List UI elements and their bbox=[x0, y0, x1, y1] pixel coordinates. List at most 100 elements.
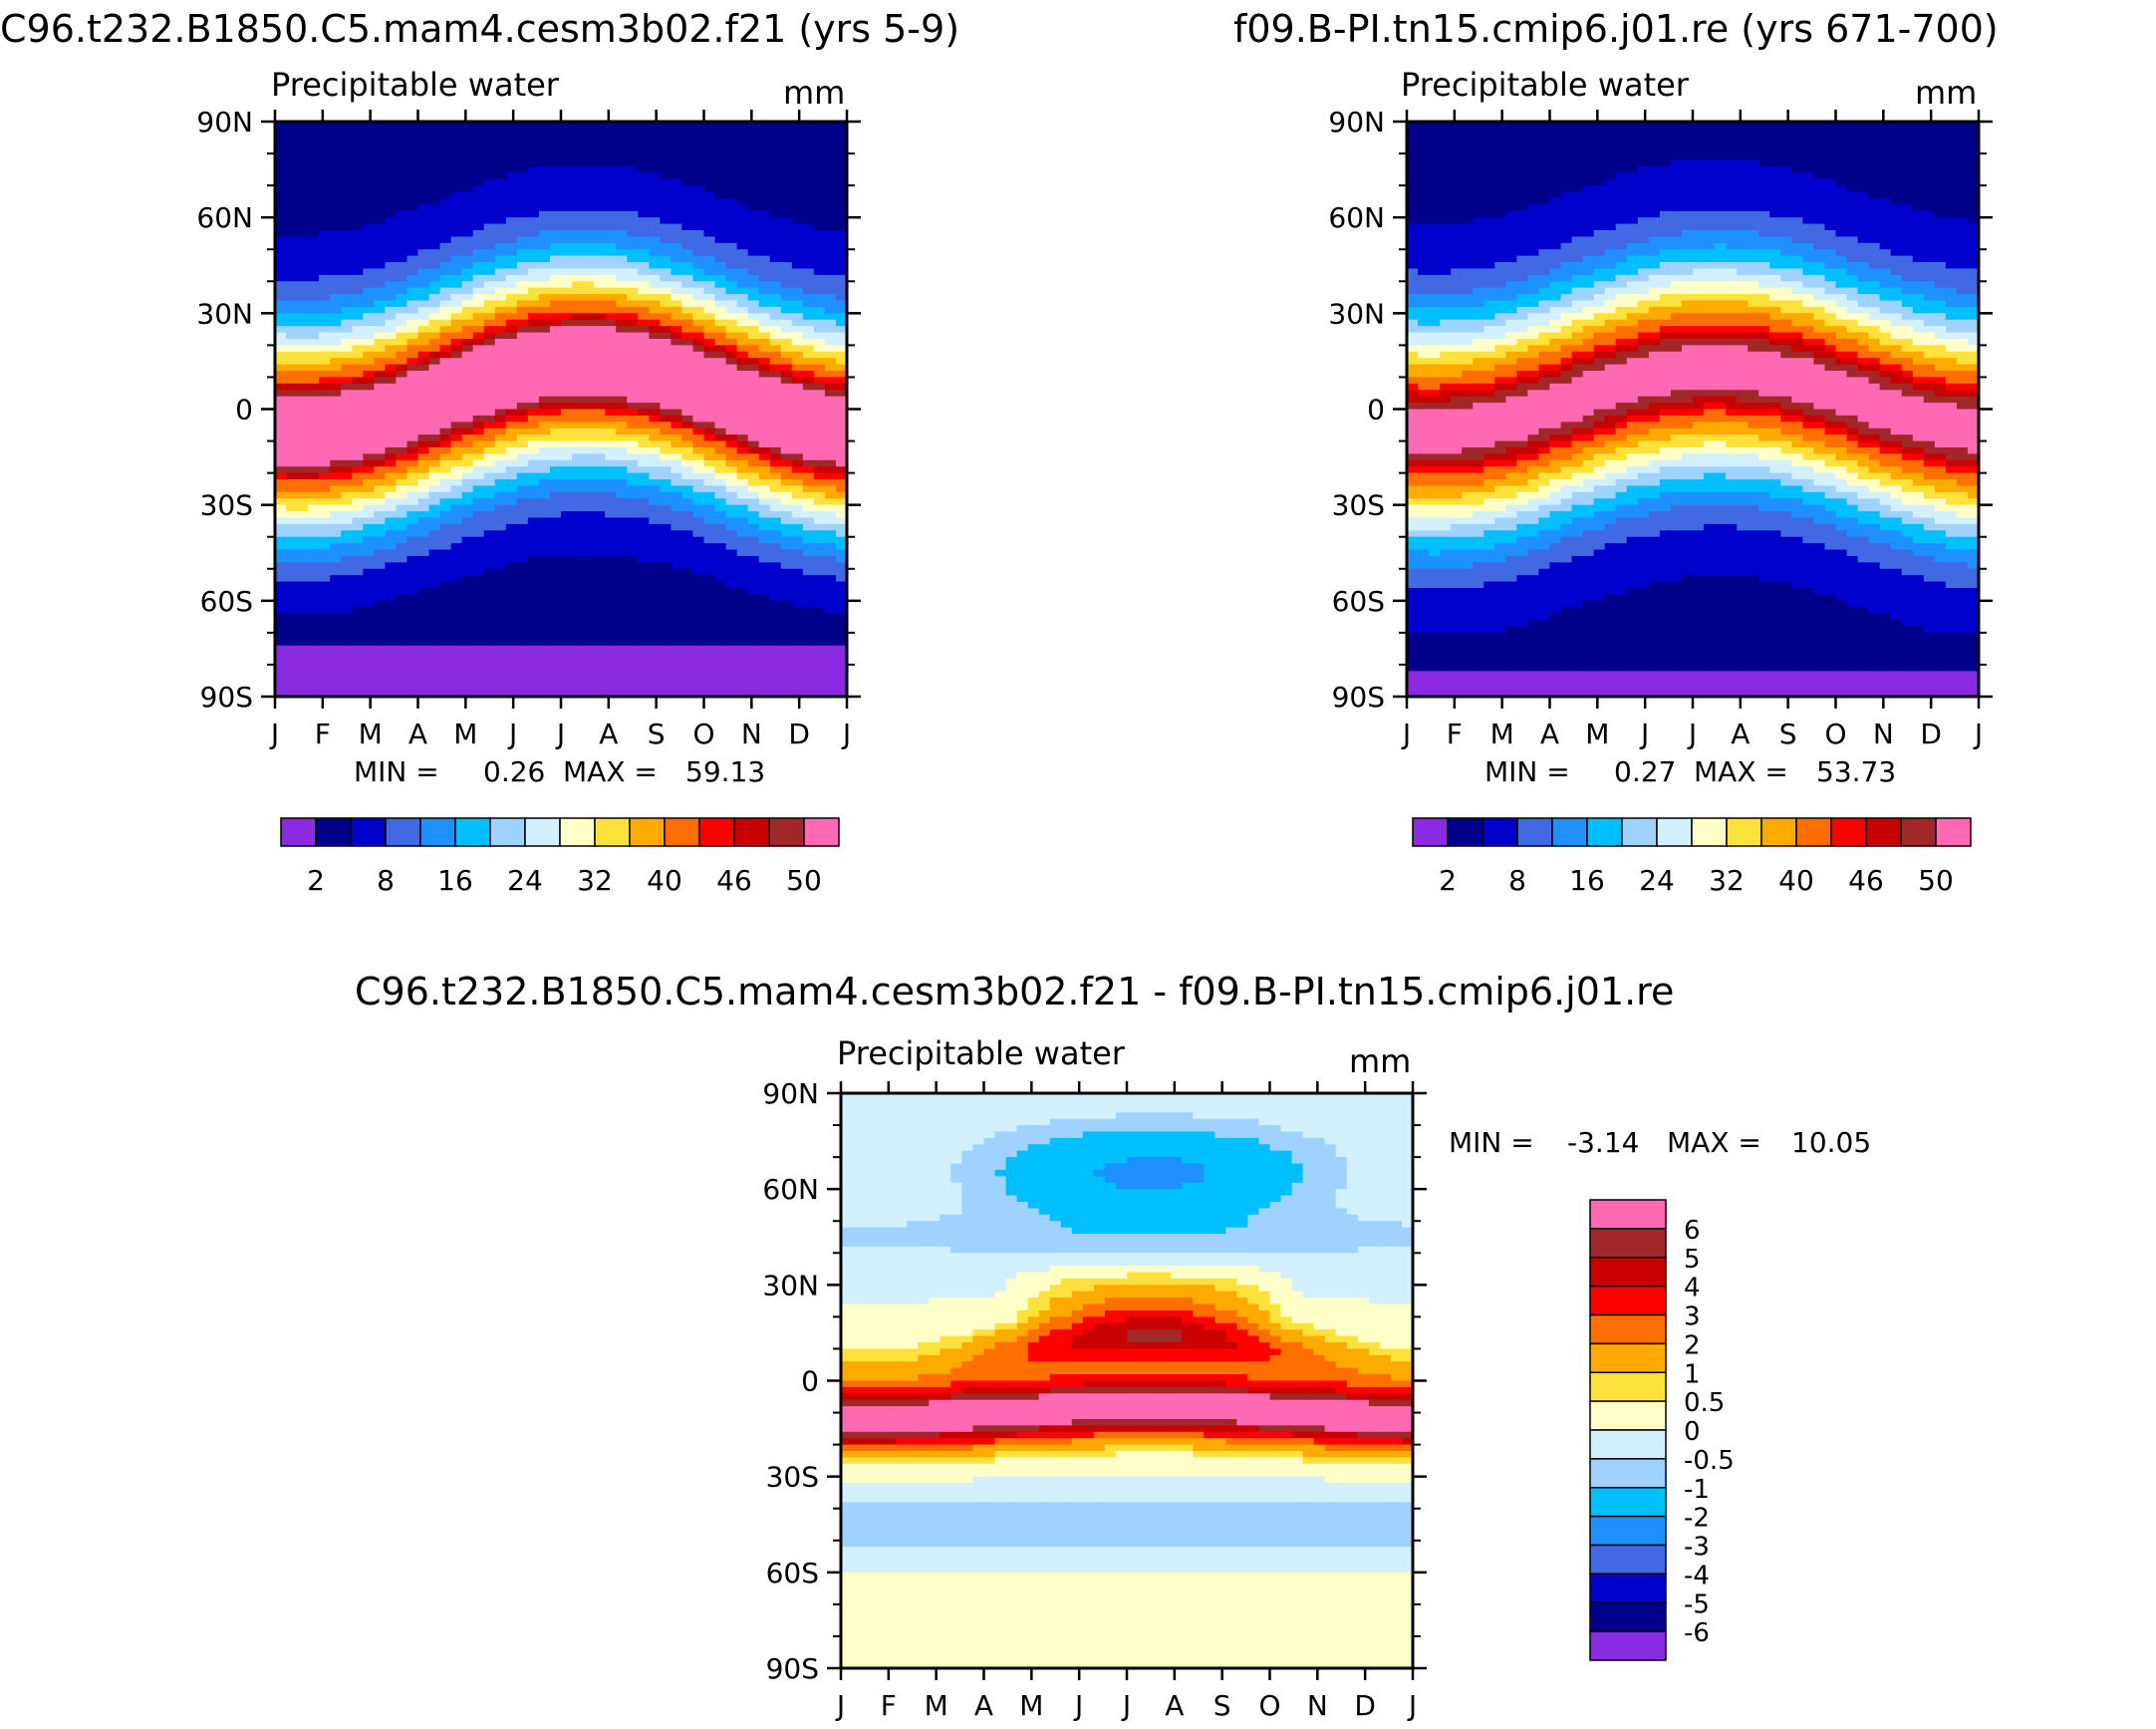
heatmap-cell bbox=[649, 556, 661, 563]
heatmap-cell bbox=[638, 333, 650, 340]
heatmap-cell bbox=[583, 665, 595, 672]
heatmap-cell bbox=[561, 556, 573, 563]
heatmap-cell bbox=[297, 466, 309, 473]
heatmap-cell bbox=[286, 236, 298, 243]
heatmap-cell bbox=[638, 217, 650, 224]
heatmap-cell bbox=[275, 594, 287, 601]
heatmap-cell bbox=[517, 390, 529, 397]
heatmap-cell bbox=[605, 345, 617, 352]
heatmap-cell bbox=[374, 153, 386, 160]
heatmap-cell bbox=[308, 524, 320, 531]
heatmap-cell bbox=[715, 422, 727, 429]
heatmap-cell bbox=[616, 537, 628, 544]
heatmap-cell bbox=[550, 281, 562, 288]
heatmap-cell bbox=[330, 466, 342, 473]
heatmap-cell bbox=[352, 365, 364, 372]
heatmap-cell bbox=[429, 466, 441, 473]
heatmap-cell bbox=[572, 511, 584, 518]
heatmap-cell bbox=[583, 492, 595, 499]
heatmap-cell bbox=[517, 684, 529, 691]
heatmap-cell bbox=[495, 511, 507, 518]
heatmap-cell bbox=[1660, 135, 1672, 142]
heatmap-cell bbox=[792, 339, 804, 346]
heatmap-cell bbox=[1758, 141, 1770, 147]
heatmap-cell bbox=[484, 365, 496, 372]
heatmap-cell bbox=[308, 217, 320, 224]
heatmap-cell bbox=[352, 537, 364, 544]
heatmap-cell bbox=[572, 429, 584, 435]
heatmap-cell bbox=[385, 626, 397, 633]
heatmap-cell bbox=[363, 517, 375, 524]
heatmap-cell bbox=[319, 639, 331, 646]
heatmap-cell bbox=[528, 358, 540, 365]
heatmap-cell bbox=[748, 403, 760, 410]
heatmap-cell bbox=[462, 479, 474, 486]
heatmap-cell bbox=[297, 659, 309, 666]
heatmap-cell bbox=[825, 128, 837, 135]
heatmap-cell bbox=[429, 684, 441, 691]
heatmap-cell bbox=[330, 434, 342, 441]
heatmap-cell bbox=[429, 390, 441, 397]
heatmap-cell bbox=[715, 594, 727, 601]
heatmap-cell bbox=[638, 569, 650, 576]
heatmap-cell bbox=[363, 217, 375, 224]
heatmap-cell bbox=[406, 652, 418, 659]
heatmap-cell bbox=[517, 198, 529, 205]
heatmap-cell bbox=[638, 537, 650, 544]
heatmap-cell bbox=[748, 492, 760, 499]
heatmap-cell bbox=[748, 416, 760, 423]
heatmap-cell bbox=[374, 268, 386, 275]
heatmap-cell bbox=[737, 390, 749, 397]
heatmap-cell bbox=[803, 288, 815, 295]
heatmap-cell bbox=[418, 498, 430, 505]
heatmap-cell bbox=[406, 665, 418, 672]
heatmap-cell bbox=[473, 236, 485, 243]
heatmap-cell bbox=[572, 569, 584, 576]
heatmap-cell bbox=[319, 607, 331, 614]
heatmap-cell bbox=[319, 294, 331, 301]
heatmap-cell bbox=[583, 614, 595, 621]
heatmap-cell bbox=[638, 485, 650, 492]
heatmap-cell bbox=[671, 601, 682, 608]
heatmap-cell bbox=[638, 665, 650, 672]
heatmap-cell bbox=[506, 633, 518, 640]
heatmap-cell bbox=[781, 511, 793, 518]
heatmap-cell bbox=[319, 511, 331, 518]
heatmap-cell bbox=[715, 262, 727, 269]
heatmap-cell bbox=[406, 582, 418, 589]
heatmap-cell bbox=[616, 262, 628, 269]
heatmap-cell bbox=[539, 466, 551, 473]
heatmap-cell bbox=[692, 594, 704, 601]
heatmap-cell bbox=[803, 268, 815, 275]
heatmap-cell bbox=[561, 403, 573, 410]
heatmap-cell bbox=[396, 307, 407, 314]
heatmap-cell bbox=[638, 601, 650, 608]
heatmap-cell bbox=[330, 166, 342, 173]
heatmap-cell bbox=[792, 614, 804, 621]
heatmap-cell bbox=[759, 441, 771, 448]
heatmap-cell bbox=[715, 569, 727, 576]
heatmap-cell bbox=[495, 365, 507, 372]
heatmap-cell bbox=[715, 397, 727, 404]
heatmap-cell bbox=[616, 377, 628, 384]
heatmap-cell bbox=[726, 294, 738, 301]
heatmap-cell bbox=[385, 358, 397, 365]
heatmap-cell bbox=[704, 671, 716, 678]
heatmap-cell bbox=[363, 211, 375, 218]
heatmap-cell bbox=[726, 505, 738, 512]
heatmap-cell bbox=[561, 460, 573, 467]
heatmap-cell bbox=[759, 543, 771, 550]
heatmap-cell bbox=[374, 166, 386, 173]
heatmap-cell bbox=[385, 505, 397, 512]
heatmap-cell bbox=[308, 211, 320, 218]
heatmap-cell bbox=[616, 166, 628, 173]
heatmap-cell bbox=[726, 172, 738, 179]
heatmap-cell bbox=[385, 243, 397, 250]
heatmap-cell bbox=[616, 441, 628, 448]
heatmap-cell bbox=[506, 153, 518, 160]
heatmap-cell bbox=[715, 575, 727, 582]
heatmap-cell bbox=[495, 453, 507, 460]
heatmap-cell bbox=[671, 141, 682, 147]
heatmap-cell bbox=[649, 671, 661, 678]
heatmap-cell bbox=[330, 281, 342, 288]
